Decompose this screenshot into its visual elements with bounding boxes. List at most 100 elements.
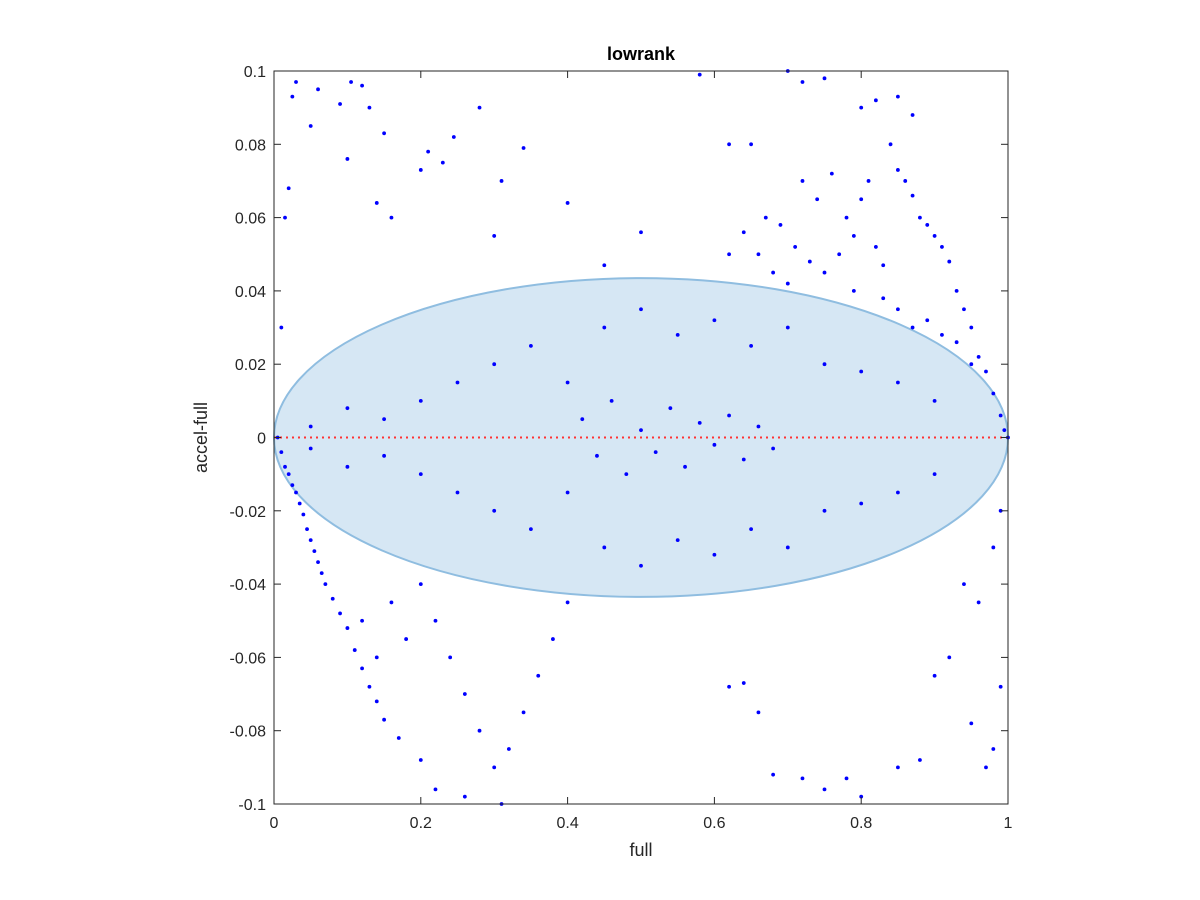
data-point [382,717,386,722]
data-point [896,94,900,99]
data-point [881,296,886,301]
data-point [712,552,717,557]
data-point [918,215,922,220]
x-tick-label: 0.2 [410,815,432,832]
data-point [962,307,966,312]
y-tick-label: -0.06 [230,650,267,667]
data-point [536,673,541,678]
x-tick-label: 0 [270,815,279,832]
y-tick-label: -0.1 [238,797,266,814]
data-point [859,105,864,110]
data-point [910,325,915,330]
y-tick-label: -0.02 [230,504,267,521]
data-point [969,325,974,330]
data-point [815,197,820,202]
data-point [565,380,570,385]
data-point [998,508,1003,513]
data-point [844,776,849,781]
data-point [749,343,753,348]
data-point [374,655,379,660]
data-point [345,406,350,411]
data-point [800,80,805,84]
data-point [418,582,423,586]
data-point [330,596,335,601]
data-point [822,362,827,367]
data-point [896,307,900,312]
data-point [418,398,423,403]
data-point [976,600,981,605]
data-point [382,453,386,458]
data-point [771,772,776,777]
data-point [756,710,761,715]
data-point [675,332,680,337]
data-point [822,508,827,513]
data-point [888,142,893,147]
data-point [984,369,988,374]
data-point [896,168,900,172]
data-point [499,179,504,183]
data-point [451,135,456,139]
data-point [529,343,533,348]
data-point [837,252,842,257]
data-point [807,259,812,264]
data-point [316,87,320,92]
data-point [940,245,944,249]
data-point [859,197,864,202]
data-point [418,758,423,762]
data-point [492,508,497,513]
data-point [352,648,357,652]
data-point [829,171,834,176]
y-tick-label: 0.06 [235,211,266,228]
data-point [859,794,864,799]
data-point [374,699,379,704]
data-point [932,472,937,477]
x-axis-label: full [629,840,652,860]
data-point [873,98,878,103]
data-point [653,450,658,455]
data-point [283,464,287,469]
data-point [785,545,790,550]
data-point [492,765,497,770]
data-point [896,765,900,770]
data-point [991,747,996,751]
data-point [822,787,827,792]
data-point [286,472,291,477]
data-point [998,684,1003,689]
data-point [793,245,798,249]
data-point [433,618,438,623]
data-point [785,281,790,286]
data-point [323,582,328,586]
data-point [984,765,988,770]
data-point [969,721,974,726]
data-point [426,149,431,154]
data-point [565,600,570,605]
data-point [529,527,533,532]
data-point [297,501,302,506]
data-point [675,538,680,543]
data-point [360,666,364,671]
data-point [639,230,643,235]
data-point [954,340,959,345]
data-point [609,398,614,403]
data-point [822,270,827,275]
y-tick-label: -0.08 [230,724,267,741]
data-point [947,655,952,660]
data-point [851,234,856,238]
data-point [991,545,996,550]
data-point [286,186,291,191]
data-point [668,406,673,411]
data-point [859,501,864,506]
data-point [910,113,915,117]
y-tick-label: 0 [257,431,266,448]
data-point [1002,428,1007,433]
data-point [639,307,643,312]
data-point [448,655,453,660]
data-point [778,223,783,227]
data-point [741,230,746,235]
data-point [440,160,445,165]
data-point [844,215,849,220]
data-point [396,736,401,740]
data-point [389,215,394,220]
data-point [319,571,324,576]
